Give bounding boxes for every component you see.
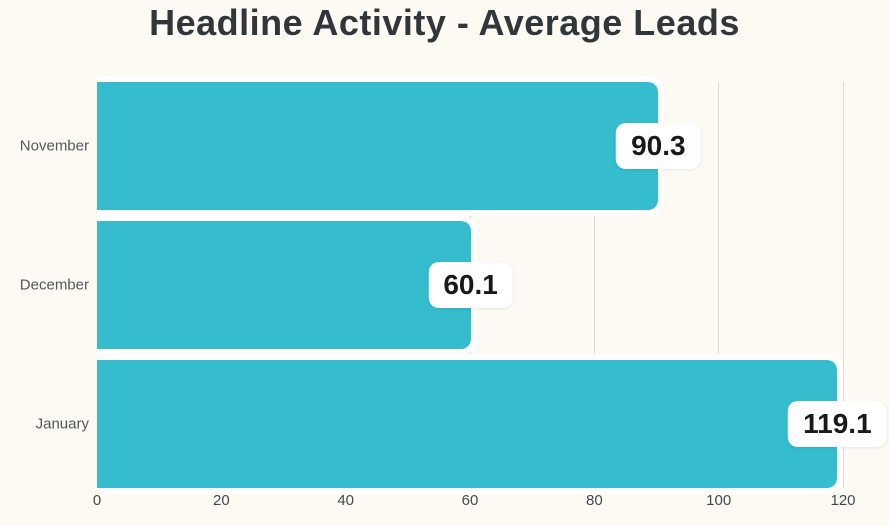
gridline <box>593 82 595 488</box>
x-axis: 0 20 40 60 80 100 120 <box>93 492 856 512</box>
x-tick-label: 20 <box>212 492 230 509</box>
x-tick-label: 80 <box>585 492 603 509</box>
x-tick-label: 40 <box>337 492 354 509</box>
x-tick-label: 60 <box>461 492 479 509</box>
gridline <box>842 82 844 488</box>
bar-november <box>97 82 659 210</box>
value-label-bubble: 90.3 <box>616 123 701 169</box>
chart-title: Headline Activity - Average Leads <box>149 2 740 43</box>
y-category-label: December <box>19 276 89 294</box>
x-tick-label: 120 <box>830 492 856 509</box>
bar-row-december: December 60.1 <box>20 221 843 349</box>
x-tick-label: 100 <box>706 492 732 509</box>
bar-row-november: November 90.3 <box>20 82 843 210</box>
bar-row-january: January 119.1 <box>36 360 887 488</box>
plot-area: November 90.3 December 60.1 January 119.1 <box>20 82 887 488</box>
bar-december <box>97 221 471 349</box>
value-label-bubble: 60.1 <box>428 262 513 308</box>
y-category-label: November <box>19 137 89 155</box>
gridline <box>718 82 720 488</box>
y-category-label: January <box>35 415 89 433</box>
value-label-bubble: 119.1 <box>788 401 887 447</box>
x-tick-label: 0 <box>92 492 102 509</box>
bar-january <box>97 360 838 488</box>
